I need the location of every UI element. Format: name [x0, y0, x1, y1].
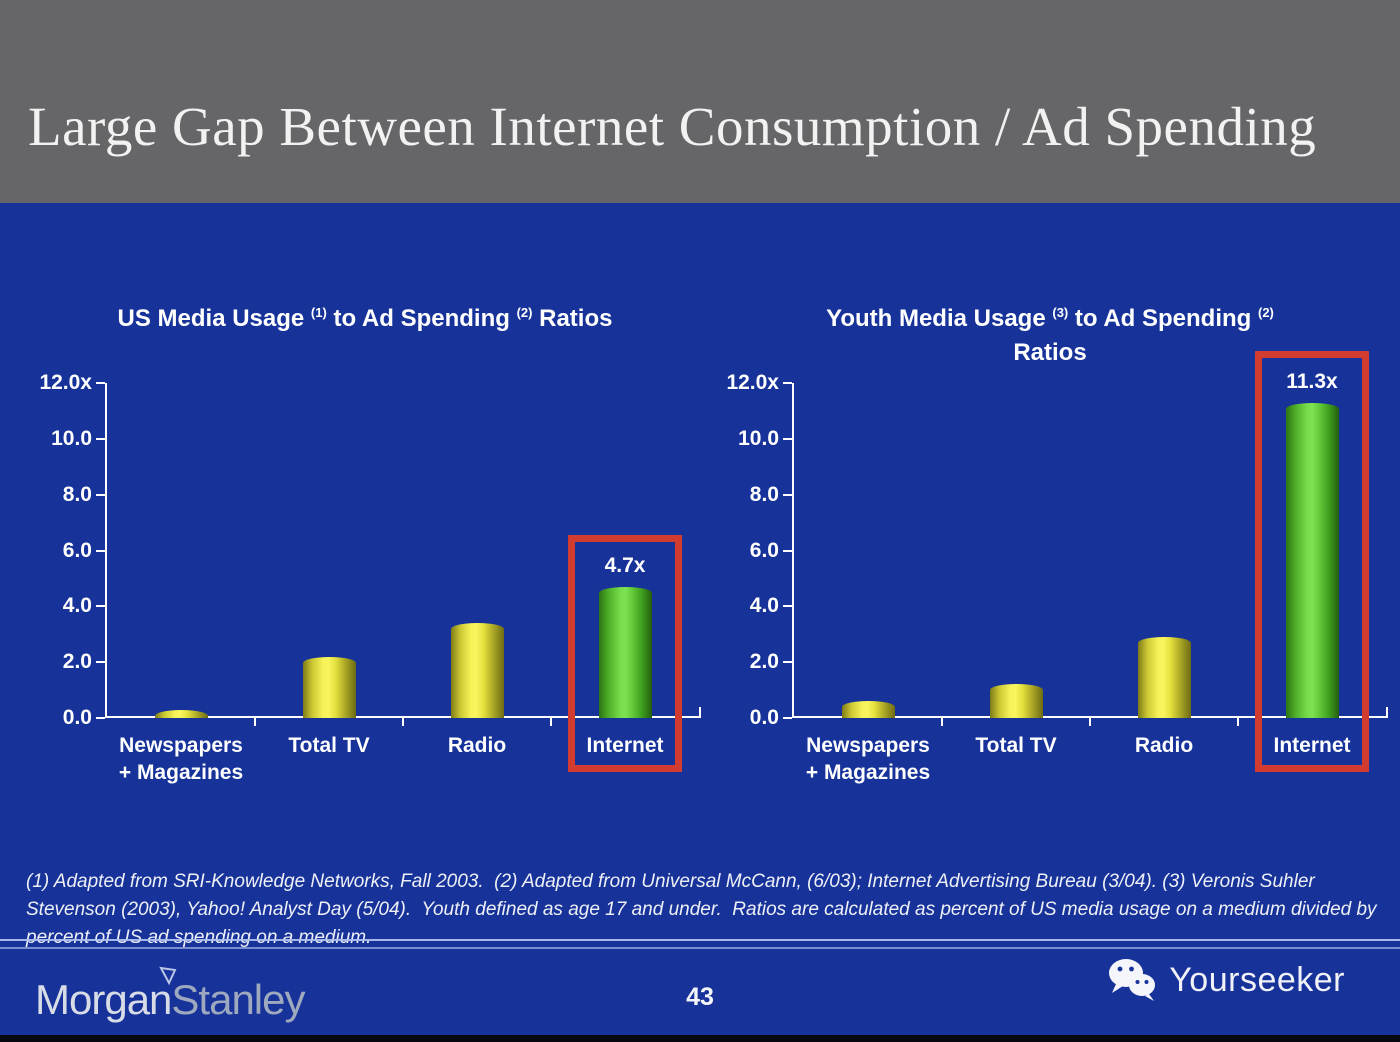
bar-total-tv [302, 657, 356, 718]
brand-text: Yourseeker [1169, 960, 1345, 999]
ytick-label: 4.0 [749, 594, 779, 618]
bar-newspapers-magazines [154, 710, 208, 718]
y-tick [783, 549, 792, 552]
x-tick [550, 718, 552, 726]
footnote: (1) Adapted from SRI-Knowledge Networks,… [26, 871, 1382, 948]
logo-stanley: Stanley [171, 976, 305, 1023]
slide-title: Large Gap Between Internet Consumption /… [28, 96, 1317, 157]
x-tick [254, 718, 256, 726]
y-tick [783, 661, 792, 664]
bar-value-label-internet: 11.3x [1286, 370, 1338, 393]
y-tick [96, 493, 105, 496]
x-tick [1237, 718, 1239, 726]
ytick-label: 12.0x [726, 371, 779, 394]
category-label-newspapers-magazines: Newspapers + Magazines [805, 734, 931, 784]
y-tick [96, 549, 105, 552]
category-label-total-tv: Total TV [288, 734, 370, 757]
page-number: 43 [686, 983, 714, 1011]
separator-rule [0, 939, 1400, 949]
ytick-label: 8.0 [749, 482, 779, 506]
chart-title: US Media Usage (1) to Ad Spending (2) Ra… [117, 305, 613, 332]
category-label-total-tv: Total TV [975, 734, 1057, 757]
logo-triangle-icon [159, 966, 177, 986]
x-tick [1089, 718, 1091, 726]
ytick-label: 0.0 [749, 706, 779, 729]
morgan-stanley-logo: MorganStanley [35, 976, 306, 1024]
category-label-newspapers-magazines: Newspapers + Magazines [118, 734, 244, 784]
y-tick [783, 382, 792, 384]
category-label-internet: Internet [1273, 734, 1351, 757]
x-axis-end-tick [699, 707, 701, 716]
x-tick [402, 718, 404, 726]
bar-internet [598, 587, 652, 718]
header-band: Large Gap Between Internet Consumption /… [0, 0, 1400, 203]
y-tick [96, 605, 105, 608]
ytick-label: 4.0 [62, 594, 92, 618]
y-tick [96, 717, 105, 719]
y-tick [96, 661, 105, 664]
bar-radio [1137, 637, 1191, 718]
bar-newspapers-magazines [841, 701, 895, 718]
bar-total-tv [989, 684, 1043, 718]
brand-yourseeker: Yourseeker [1107, 956, 1345, 1004]
ytick-label: 10.0 [51, 426, 92, 450]
category-label-radio: Radio [447, 734, 507, 757]
category-label-radio: Radio [1134, 734, 1194, 757]
y-axis [105, 383, 107, 718]
x-tick [941, 718, 943, 726]
chart-title: Youth Media Usage (3) to Ad Spending (2)… [826, 305, 1274, 366]
bar-radio [450, 623, 504, 718]
ytick-label: 0.0 [62, 706, 92, 729]
ytick-label: 12.0x [39, 371, 92, 394]
x-axis [794, 716, 1388, 718]
highlight-box [568, 535, 682, 772]
bottom-strip [0, 1035, 1400, 1042]
x-axis-end-tick [1386, 707, 1388, 716]
chart-us-media-usage: US Media Usage (1) to Ad Spending (2) Ra… [0, 290, 701, 802]
bar-value-label-internet: 4.7x [604, 554, 646, 577]
logo-morgan: Morgan [35, 976, 172, 1023]
y-tick [96, 382, 105, 384]
y-tick [783, 717, 792, 719]
y-tick [783, 605, 792, 608]
y-tick [783, 437, 792, 440]
ytick-label: 6.0 [62, 538, 92, 562]
bar-internet [1285, 403, 1339, 718]
ytick-label: 8.0 [62, 482, 92, 506]
ytick-label: 6.0 [749, 538, 779, 562]
x-axis [107, 716, 701, 718]
wechat-icon [1109, 959, 1156, 1001]
y-tick [96, 437, 105, 440]
ytick-label: 2.0 [749, 650, 779, 674]
ytick-label: 2.0 [62, 650, 92, 674]
highlight-box [1255, 351, 1369, 772]
y-axis [792, 383, 794, 718]
chart-youth-media-usage: Youth Media Usage (3) to Ad Spending (2)… [700, 290, 1400, 802]
y-tick [783, 493, 792, 496]
category-label-internet: Internet [586, 734, 664, 757]
ytick-label: 10.0 [738, 426, 779, 450]
